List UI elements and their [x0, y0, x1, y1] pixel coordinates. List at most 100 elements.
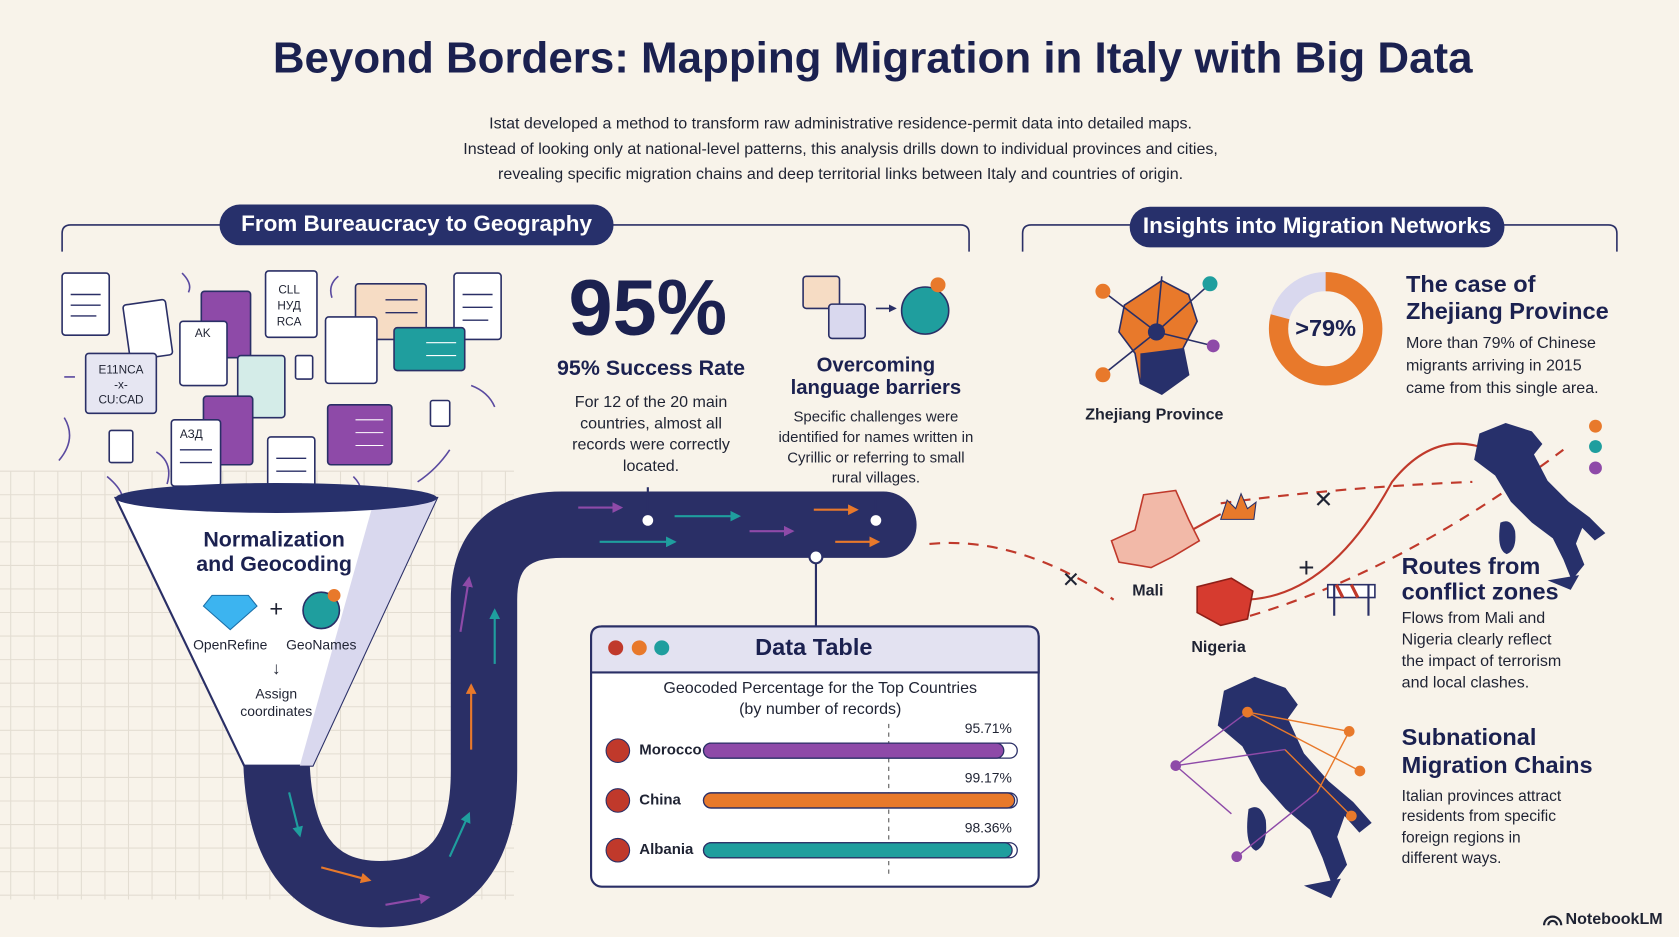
routes: [929, 442, 1564, 623]
cross-mark: ✕: [1314, 486, 1334, 512]
bar-rows: Morocco 95.71% China 99.17% Albania 98.36%: [605, 720, 1018, 863]
language-text: rural villages.: [832, 470, 920, 487]
insight-text: came from this single area.: [1406, 379, 1599, 397]
doc-glyph: CLL: [278, 283, 300, 296]
intro-line: Istat developed a method to transform ra…: [489, 114, 1192, 132]
success-text: For 12 of the 20 main: [575, 393, 728, 411]
insight-text: Nigeria clearly reflect: [1402, 631, 1552, 649]
step-label: coordinates: [240, 703, 312, 719]
mali-map: [1110, 489, 1201, 569]
insight-text: foreign regions in: [1402, 830, 1521, 847]
doc-glyph: НУД: [277, 299, 300, 312]
doc-glyph: AK: [195, 327, 211, 340]
doc-glyph: -x-: [114, 379, 128, 392]
insight-title: Zhejiang Province: [1406, 298, 1609, 324]
chain-links: [1175, 711, 1361, 858]
insight-text: Flows from Mali and: [1402, 609, 1546, 627]
flag: [605, 837, 631, 863]
table-title: Data Table: [755, 634, 872, 660]
country-label: Albania: [639, 841, 694, 858]
country-label: Morocco: [639, 742, 701, 759]
window-dot: [608, 640, 624, 656]
insight-title: Migration Chains: [1402, 752, 1593, 778]
plus-mark: +: [1298, 552, 1314, 583]
intro-line: Instead of looking only at national-leve…: [463, 140, 1218, 158]
arrow-down: ↓: [272, 658, 281, 678]
insight-text: and local clashes.: [1402, 673, 1530, 691]
country-label: China: [639, 791, 681, 808]
bar: [702, 792, 1016, 809]
insight-text: different ways.: [1402, 850, 1502, 867]
barrier-icon: [1326, 583, 1376, 616]
section-pill: [219, 204, 614, 246]
map-label: Nigeria: [1191, 638, 1246, 656]
intro-line: revealing specific migration chains and …: [498, 165, 1183, 183]
route-endpoints: [1589, 419, 1602, 475]
share-donut: [1268, 272, 1383, 386]
step-label: Assign: [255, 686, 297, 702]
zhejiang-map: [1095, 276, 1220, 396]
nigeria-map: [1196, 577, 1254, 627]
flag: [605, 788, 631, 813]
section-pill: [1129, 206, 1505, 248]
pipeline: [243, 491, 917, 928]
value-label: 98.36%: [965, 819, 1012, 835]
insight-title: Routes from: [1402, 553, 1541, 579]
insight-title: Subnational: [1402, 724, 1537, 750]
funnel-mouth: [115, 482, 437, 513]
bar: [702, 742, 1005, 759]
language-text: Specific challenges were: [793, 409, 958, 426]
language-text: identified for names written in: [778, 429, 973, 446]
funnel-shade: [299, 497, 437, 766]
plus: +: [269, 596, 283, 622]
geonames-icon: [302, 591, 341, 630]
section-heading: From Bureaucracy to Geography: [241, 211, 592, 236]
map-label: Mali: [1132, 581, 1163, 599]
insight-title: conflict zones: [1402, 578, 1559, 604]
tool-label: OpenRefine: [193, 636, 267, 652]
insight-text: Italian provinces attract: [1402, 788, 1562, 805]
page-title: Beyond Borders: Mapping Migration in Ita…: [273, 34, 1473, 83]
window-dot: [654, 640, 670, 656]
language-icon: [802, 275, 950, 340]
map-label: Zhejiang Province: [1085, 406, 1223, 424]
brand-icon: [1543, 915, 1563, 926]
funnel-title: Normalization: [203, 527, 345, 551]
table-subtitle: (by number of records): [739, 700, 901, 718]
success-text: countries, almost all: [580, 414, 722, 432]
bar: [702, 842, 1013, 859]
donut-arc: [1268, 272, 1383, 386]
section-heading: Insights into Migration Networks: [1143, 213, 1491, 238]
success-text: records were correctly: [572, 436, 730, 454]
explosion-icon: [1219, 492, 1257, 520]
flag: [605, 738, 631, 763]
insight-text: More than 79% of Chinese: [1406, 334, 1596, 352]
insight-text: migrants arriving in 2015: [1406, 356, 1582, 374]
value-label: 95.71%: [965, 720, 1012, 736]
brand: NotebookLM: [1565, 910, 1662, 928]
language-text: Cyrillic or referring to small: [787, 449, 964, 466]
insight-title: The case of: [1406, 271, 1536, 297]
table-header: [590, 625, 1040, 674]
document-pile: [58, 270, 502, 505]
success-text: located.: [623, 457, 679, 475]
insight-text: residents from specific: [1402, 808, 1557, 825]
doc-glyph: E11NCA: [99, 364, 144, 377]
table-subtitle: Geocoded Percentage for the Top Countrie…: [663, 679, 977, 697]
pipeline-nodes: [640, 487, 884, 627]
value-label: 99.17%: [965, 770, 1012, 786]
cross-mark: ✕: [1062, 568, 1080, 592]
success-figure: 95%: [569, 263, 728, 352]
window-dot: [631, 640, 647, 656]
language-title: Overcoming: [817, 355, 936, 377]
donut-label: >79%: [1295, 315, 1356, 341]
tool-label: GeoNames: [286, 636, 356, 652]
openrefine-icon: [202, 594, 258, 631]
doc-glyph: RCA: [277, 315, 302, 328]
funnel-title: and Geocoding: [196, 552, 352, 576]
doc-glyph: АЗД: [180, 428, 203, 441]
pipeline-arrows: [288, 502, 881, 906]
language-title: language barriers: [791, 377, 962, 399]
success-title: 95% Success Rate: [557, 356, 745, 380]
